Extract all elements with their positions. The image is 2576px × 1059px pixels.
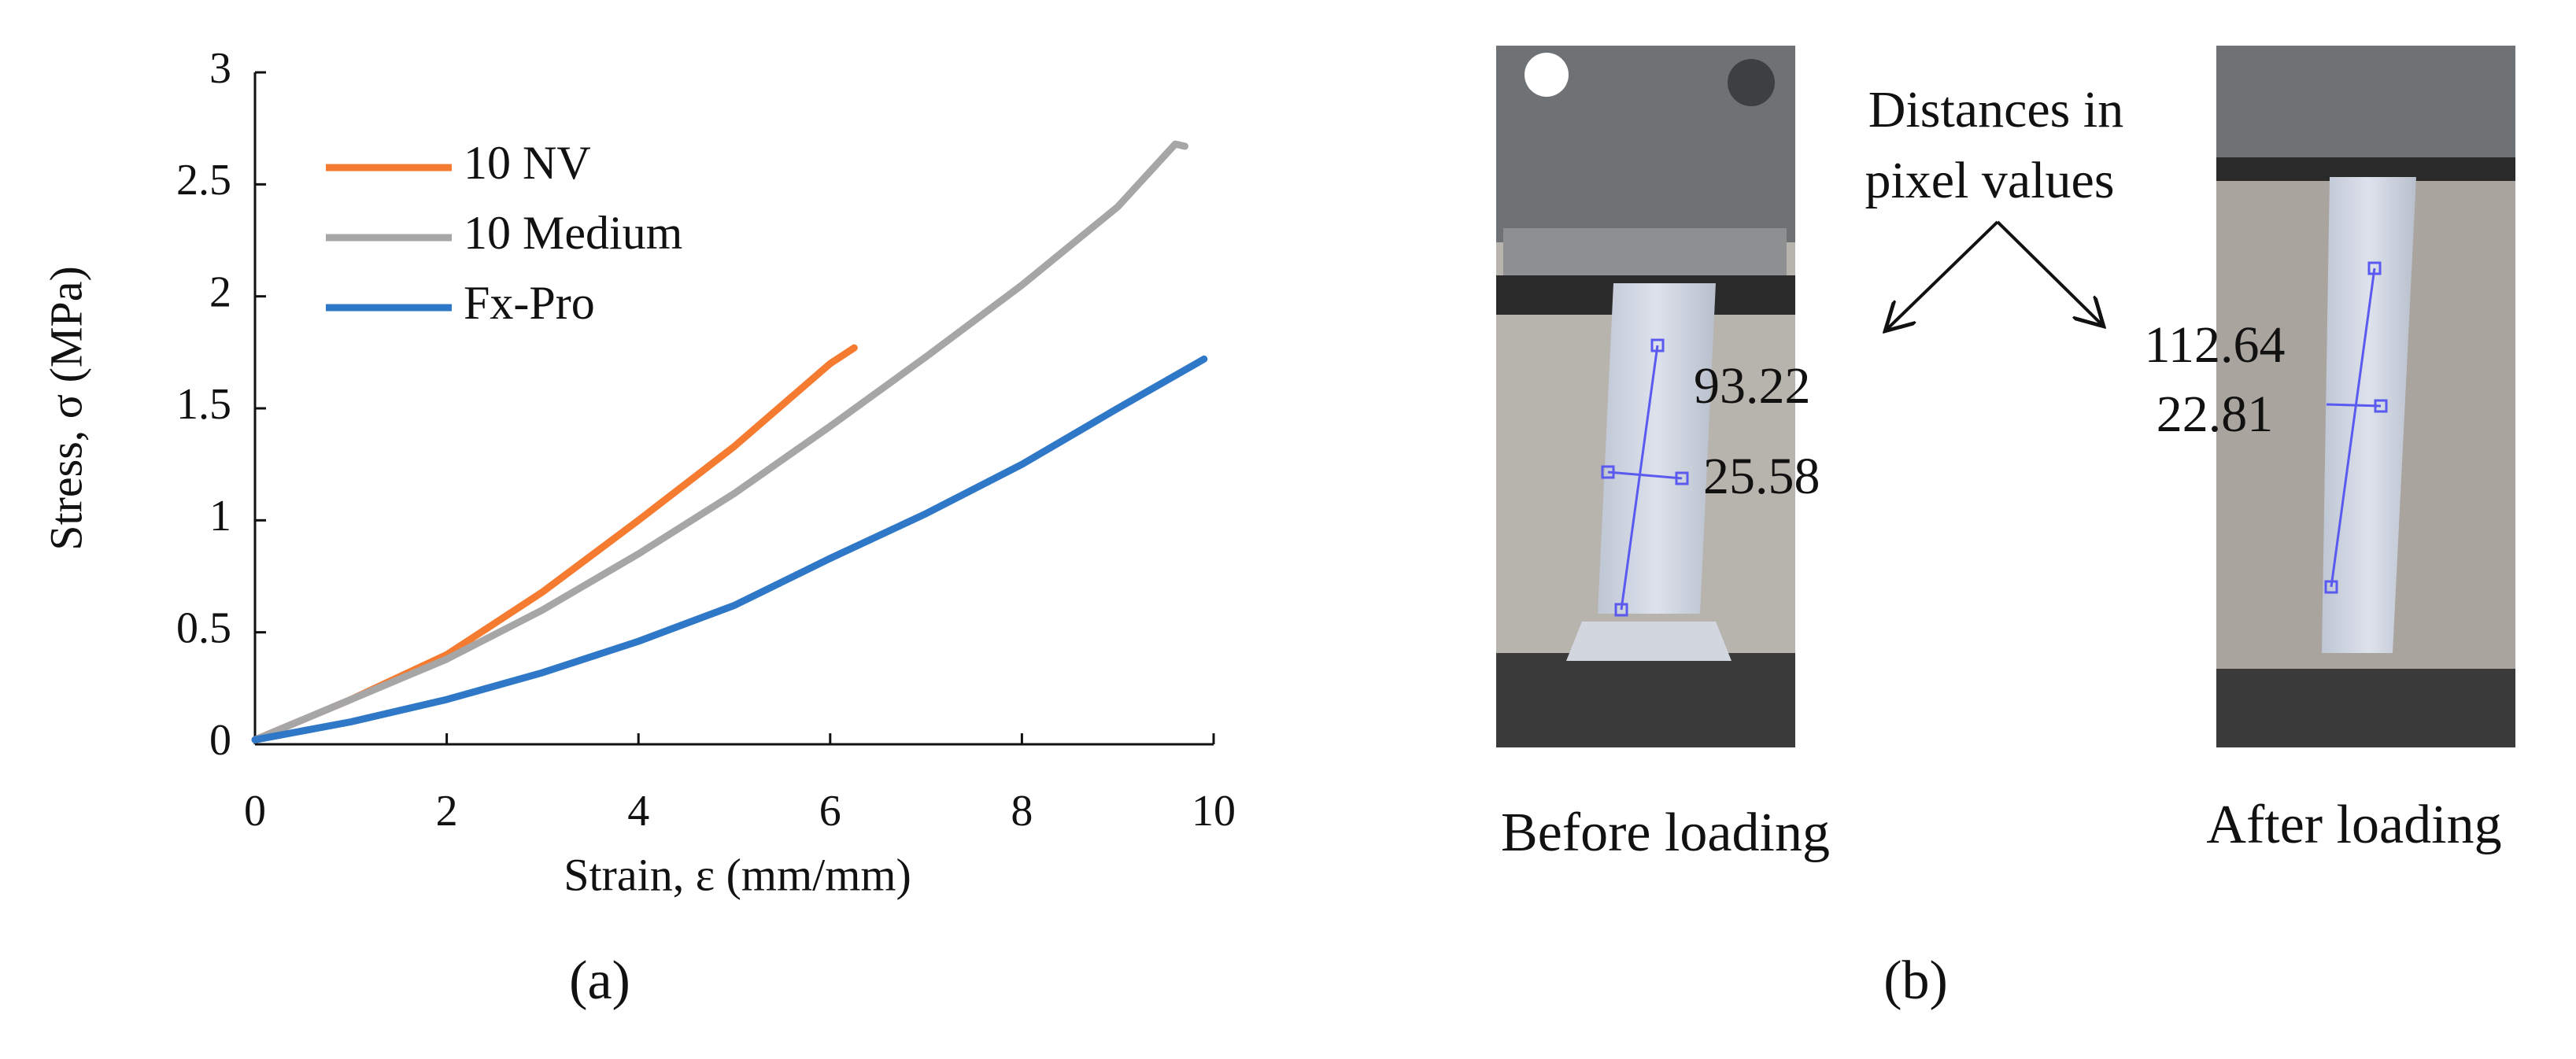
x-tick-label: 0 <box>244 787 266 836</box>
measurement: 112.64 <box>2144 316 2285 374</box>
panel-label: (a) <box>569 950 630 1011</box>
chart-a: 0 0.5 1 1.5 2 2.5 3 0 2 4 6 8 10 10 NV 10 Medium Fx-Pro <box>176 44 1236 836</box>
y-tick-label: 0 <box>209 716 231 765</box>
series-line <box>251 344 858 744</box>
annotation: Distances in <box>1868 81 2123 138</box>
x-tick-label: 8 <box>1011 787 1033 836</box>
y-tick-label: 2.5 <box>176 156 231 205</box>
x-tick-label: 6 <box>819 787 841 836</box>
series-line <box>251 355 1208 744</box>
x-tick-label: 2 <box>436 787 458 836</box>
caption: After loading <box>2206 795 2501 855</box>
photo-before <box>1496 46 1795 747</box>
measurement: 22.81 <box>2157 386 2274 443</box>
legend-label: 10 NV <box>464 137 591 189</box>
arrow <box>1996 220 2101 324</box>
photo-after <box>2216 46 2515 747</box>
annotation: pixel values <box>1865 152 2114 209</box>
series-line <box>251 140 1188 744</box>
y-tick-label: 3 <box>209 44 231 93</box>
y-axis-label: Stress, σ (MPa) <box>40 266 91 551</box>
x-axis-label: Strain, ε (mm/mm) <box>564 849 911 900</box>
x-tick-label: 10 <box>1192 787 1236 836</box>
y-tick-label: 0.5 <box>176 604 231 653</box>
y-tick-label: 2 <box>209 268 231 317</box>
legend-label: 10 Medium <box>464 207 682 259</box>
y-tick-label: 1 <box>209 492 231 541</box>
y-tick-label: 1.5 <box>176 380 231 429</box>
panel-label: (b) <box>1883 950 1948 1011</box>
legend-label: Fx-Pro <box>464 277 595 329</box>
measurement: 25.58 <box>1703 448 1820 505</box>
caption: Before loading <box>1501 803 1830 863</box>
measurement: 93.22 <box>1694 357 1811 415</box>
x-tick-label: 4 <box>627 787 649 836</box>
arrow <box>1887 220 1999 329</box>
